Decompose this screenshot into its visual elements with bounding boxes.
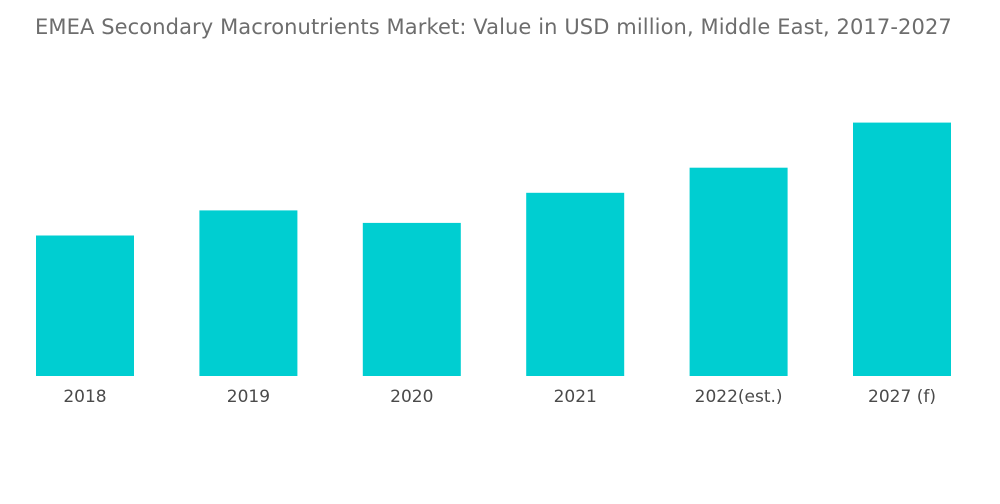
chart-title: EMEA Secondary Macronutrients Market: Va… (35, 15, 952, 39)
bar-2020 (362, 222, 461, 376)
x-tick-label: 2018 (63, 387, 106, 407)
x-tick-label: 2022(est.) (695, 387, 783, 407)
bar-2021 (526, 192, 625, 376)
bar-2018 (36, 235, 134, 376)
bar-2019 (199, 210, 298, 376)
x-tick-label: 2019 (227, 387, 270, 407)
x-tick-label: 2021 (554, 387, 597, 407)
bar-2022-est (689, 167, 788, 376)
x-tick-label: 2027 (f) (868, 387, 936, 407)
bar-2027-f (853, 122, 951, 376)
x-tick-label: 2020 (390, 387, 433, 407)
